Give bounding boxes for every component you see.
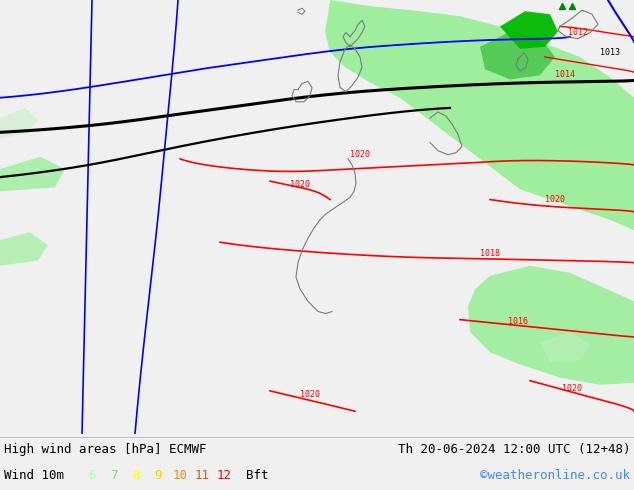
Text: 1012: 1012 bbox=[568, 27, 588, 37]
Polygon shape bbox=[0, 108, 38, 139]
Polygon shape bbox=[0, 232, 48, 266]
Polygon shape bbox=[468, 266, 634, 385]
Text: 1020: 1020 bbox=[562, 384, 582, 393]
Text: 9: 9 bbox=[154, 469, 162, 483]
Text: 11: 11 bbox=[195, 469, 209, 483]
Polygon shape bbox=[325, 0, 634, 230]
Text: 1014: 1014 bbox=[555, 71, 575, 79]
Text: High wind areas [hPa] ECMWF: High wind areas [hPa] ECMWF bbox=[4, 443, 207, 456]
Text: 1020: 1020 bbox=[300, 390, 320, 399]
Text: 1018: 1018 bbox=[480, 248, 500, 258]
Polygon shape bbox=[540, 332, 590, 363]
Polygon shape bbox=[480, 31, 555, 79]
Text: Bft: Bft bbox=[246, 469, 269, 483]
Text: Th 20-06-2024 12:00 UTC (12+48): Th 20-06-2024 12:00 UTC (12+48) bbox=[398, 443, 630, 456]
Polygon shape bbox=[500, 11, 558, 49]
Text: 1016: 1016 bbox=[508, 317, 528, 326]
Text: 6: 6 bbox=[88, 469, 96, 483]
Text: 1020: 1020 bbox=[290, 180, 310, 189]
Text: 1013: 1013 bbox=[600, 48, 620, 57]
Text: 1020: 1020 bbox=[350, 150, 370, 159]
Text: 12: 12 bbox=[216, 469, 231, 483]
Text: ©weatheronline.co.uk: ©weatheronline.co.uk bbox=[480, 469, 630, 483]
Text: 10: 10 bbox=[172, 469, 188, 483]
Text: 1020: 1020 bbox=[545, 195, 565, 203]
Text: Wind 10m: Wind 10m bbox=[4, 469, 64, 483]
Text: 7: 7 bbox=[110, 469, 118, 483]
Text: 8: 8 bbox=[133, 469, 139, 483]
Polygon shape bbox=[0, 157, 65, 192]
